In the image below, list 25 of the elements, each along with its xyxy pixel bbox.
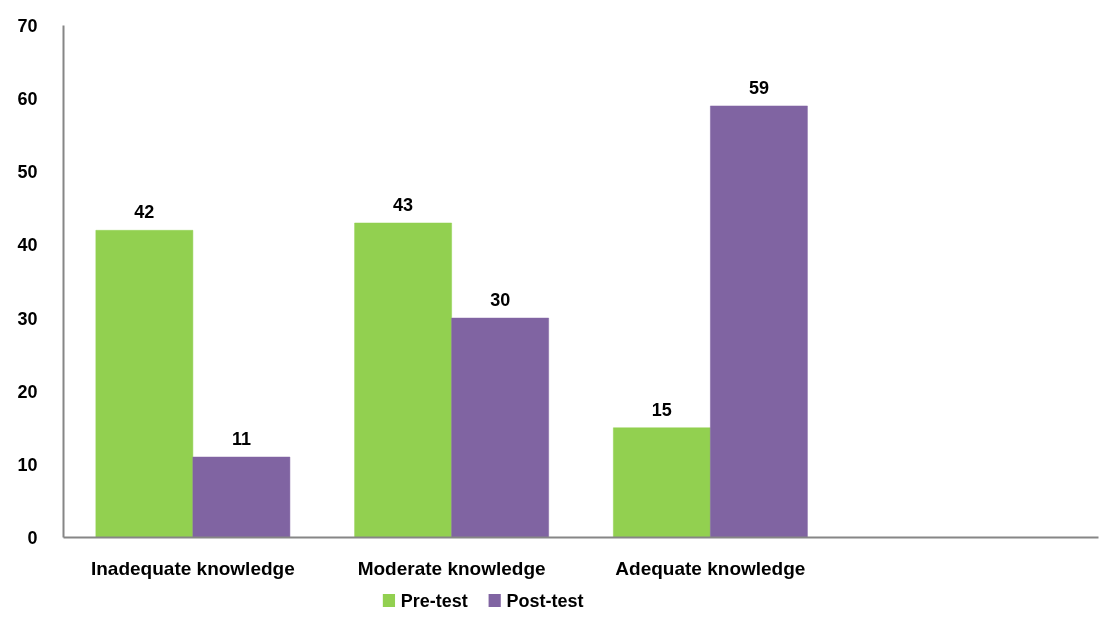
x-tick-label: Moderate knowledge <box>357 557 546 579</box>
x-tick-label: Adequate knowledge <box>615 557 806 579</box>
legend-label: Pre-test <box>400 590 468 611</box>
bar <box>710 105 808 538</box>
data-label: 11 <box>231 429 251 450</box>
y-tick-label: 0 <box>27 528 38 548</box>
y-tick-label: 30 <box>17 308 38 329</box>
bar <box>451 317 549 538</box>
data-label: 43 <box>393 194 414 215</box>
bar <box>354 222 452 538</box>
x-tick-label: Inadequate knowledge <box>91 557 295 579</box>
data-label: 59 <box>748 77 769 98</box>
y-tick-label: 10 <box>17 454 38 475</box>
data-label: 15 <box>651 399 672 420</box>
y-tick-label: 40 <box>17 235 38 256</box>
y-tick-label: 60 <box>17 89 38 110</box>
data-label: 30 <box>490 290 511 311</box>
data-label: 42 <box>134 202 155 223</box>
legend-label: Post-test <box>506 590 584 611</box>
y-tick-label: 20 <box>17 381 38 402</box>
y-tick-label: 50 <box>17 162 38 183</box>
y-tick-label: 70 <box>17 16 38 36</box>
bar <box>95 230 194 538</box>
bar <box>192 456 291 538</box>
bar <box>613 427 711 538</box>
